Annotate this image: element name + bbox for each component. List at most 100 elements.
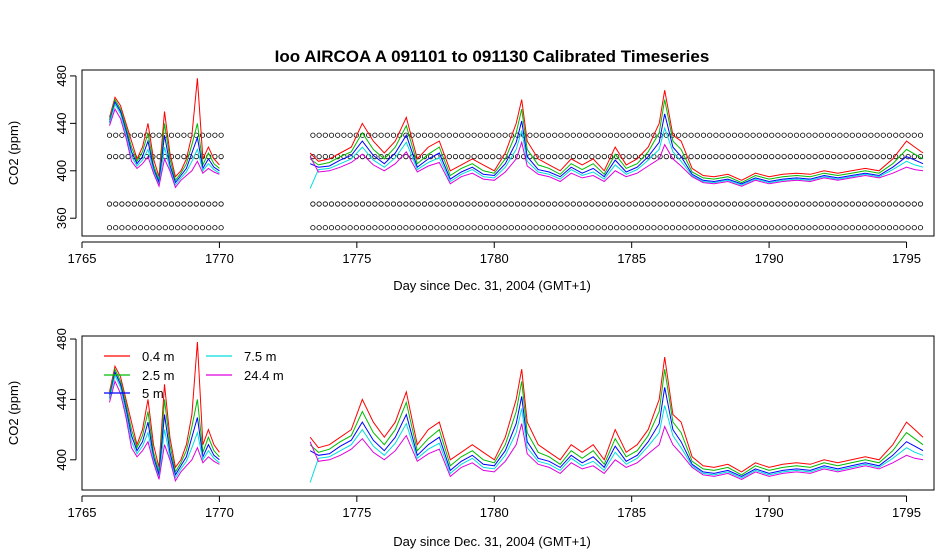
- reference-marker: [316, 201, 322, 207]
- reference-marker: [545, 201, 552, 207]
- reference-marker: [725, 225, 731, 231]
- reference-marker: [855, 154, 862, 160]
- reference-marker: [106, 225, 113, 231]
- series-line-2-segment-1: [109, 367, 220, 474]
- reference-marker: [496, 132, 502, 138]
- reference-marker: [119, 201, 125, 207]
- reference-marker: [614, 132, 620, 138]
- reference-marker: [193, 201, 199, 207]
- reference-marker: [558, 132, 564, 138]
- reference-marker: [769, 225, 775, 231]
- reference-marker: [570, 201, 576, 207]
- reference-marker: [769, 132, 775, 138]
- reference-marker: [775, 132, 781, 138]
- reference-marker: [911, 132, 917, 138]
- reference-marker: [899, 225, 905, 231]
- reference-marker: [471, 132, 477, 138]
- y-tick-label: 480: [54, 65, 69, 87]
- reference-marker: [831, 154, 837, 160]
- reference-marker: [632, 154, 638, 160]
- reference-marker: [390, 132, 397, 138]
- reference-marker: [682, 201, 688, 207]
- reference-marker: [713, 201, 719, 207]
- reference-marker: [552, 154, 558, 160]
- reference-marker: [131, 201, 137, 207]
- reference-marker: [614, 201, 620, 207]
- reference-marker: [800, 154, 806, 160]
- reference-marker: [131, 132, 137, 138]
- reference-marker: [428, 225, 434, 231]
- reference-marker: [831, 225, 837, 231]
- reference-marker: [713, 154, 719, 160]
- reference-marker: [893, 132, 899, 138]
- reference-marker: [514, 225, 521, 231]
- x-tick-label: 1795: [892, 251, 921, 266]
- reference-marker: [781, 132, 787, 138]
- reference-marker: [874, 132, 880, 138]
- reference-marker: [824, 201, 831, 207]
- reference-marker: [353, 201, 359, 207]
- reference-marker: [781, 154, 787, 160]
- y-tick-label: 440: [54, 389, 69, 411]
- reference-marker: [831, 201, 837, 207]
- reference-marker: [452, 154, 459, 160]
- reference-marker: [106, 154, 113, 160]
- reference-marker: [632, 225, 638, 231]
- reference-marker: [694, 132, 700, 138]
- reference-marker: [651, 132, 657, 138]
- series-line-1-segment-1: [109, 78, 220, 178]
- reference-marker: [545, 225, 552, 231]
- reference-marker: [119, 154, 125, 160]
- reference-marker: [415, 154, 421, 160]
- reference-marker: [614, 154, 620, 160]
- reference-marker: [576, 201, 583, 207]
- reference-marker: [620, 132, 626, 138]
- reference-marker: [316, 154, 322, 160]
- reference-marker: [632, 201, 638, 207]
- reference-marker: [663, 225, 669, 231]
- reference-marker: [564, 154, 570, 160]
- reference-marker: [212, 132, 218, 138]
- reference-marker: [744, 225, 750, 231]
- reference-marker: [471, 201, 477, 207]
- reference-level-2-run-2: [310, 201, 924, 207]
- reference-marker: [911, 201, 917, 207]
- reference-marker: [843, 132, 849, 138]
- reference-marker: [483, 225, 490, 231]
- reference-marker: [150, 225, 156, 231]
- reference-marker: [156, 132, 162, 138]
- reference-marker: [181, 154, 187, 160]
- series-line-2-segment-2: [309, 99, 924, 184]
- legend: 0.4 m 2.5 m 5 m 7.5 m 24.4 m: [104, 349, 284, 401]
- reference-marker: [452, 225, 459, 231]
- reference-marker: [645, 154, 651, 160]
- reference-marker: [564, 201, 570, 207]
- reference-marker: [490, 201, 496, 207]
- reference-marker: [119, 225, 125, 231]
- reference-marker: [595, 225, 601, 231]
- reference-marker: [156, 201, 162, 207]
- reference-marker: [874, 225, 880, 231]
- reference-marker: [212, 201, 218, 207]
- reference-marker: [849, 154, 855, 160]
- reference-marker: [421, 201, 428, 207]
- reference-marker: [440, 225, 446, 231]
- reference-marker: [496, 201, 502, 207]
- reference-marker: [837, 225, 843, 231]
- reference-marker: [694, 154, 700, 160]
- reference-marker: [390, 201, 397, 207]
- reference-marker: [168, 225, 175, 231]
- reference-marker: [874, 154, 880, 160]
- reference-marker: [421, 154, 428, 160]
- reference-marker: [657, 154, 663, 160]
- x-tick-label: 1775: [342, 505, 371, 520]
- y-ticks-bottom: 400 440 480: [54, 328, 77, 471]
- reference-marker: [187, 225, 193, 231]
- reference-marker: [508, 201, 514, 207]
- reference-marker: [781, 225, 787, 231]
- reference-marker: [793, 132, 800, 138]
- panel-top: 1765 1770 1775 1780 1785 1790 1795 360 400 440 48…: [6, 65, 935, 293]
- reference-marker: [800, 225, 806, 231]
- reference-marker: [322, 201, 328, 207]
